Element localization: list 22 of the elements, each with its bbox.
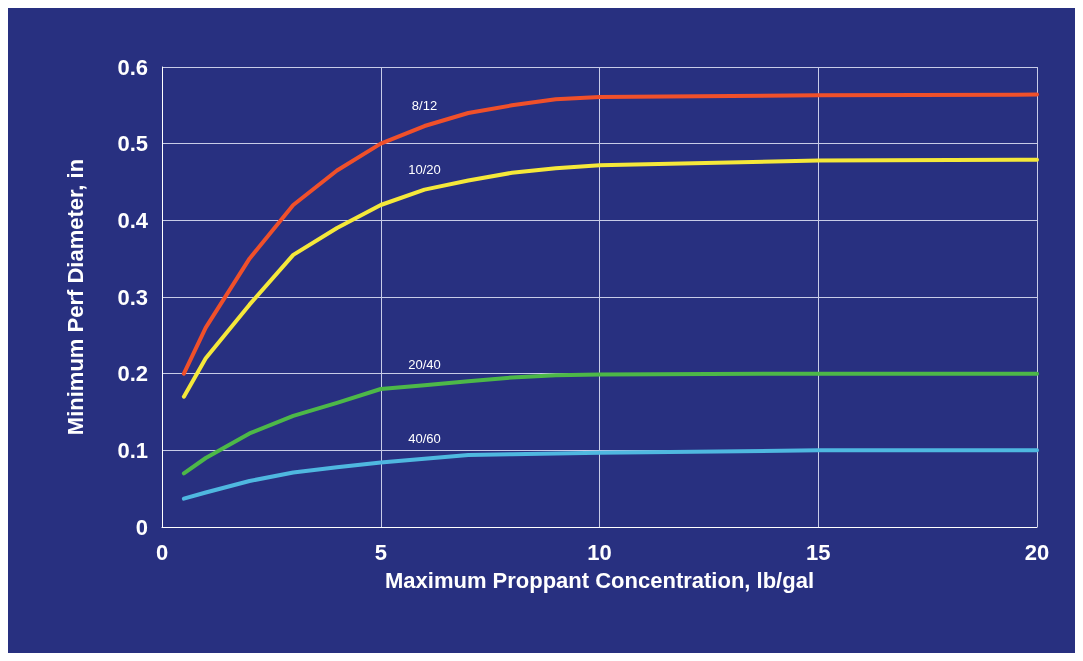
x-tick-label: 5 [374,539,387,565]
series-label: 20/40 [408,357,441,373]
y-axis-title: Minimum Perf Diameter, in [62,158,88,436]
y-tick-label: 0.4 [117,207,149,233]
line-series [181,92,1039,376]
y-tick-label: 0.5 [117,131,148,157]
x-tick-label: 0 [155,539,169,565]
line-series [181,371,1039,476]
y-tick-label: 0.6 [117,54,148,80]
y-tick-label: 0 [135,514,148,540]
x-tick-label: 20 [1024,539,1050,565]
line-series [181,157,1039,399]
x-tick-label: 10 [587,539,612,565]
series-label: 8/12 [411,98,438,114]
series-label: 10/20 [408,161,441,177]
x-axis-title: Maximum Proppant Concentration, lb/gal [384,567,815,593]
x-tick-label: 15 [806,539,831,565]
y-tick-label: 0.2 [117,361,148,387]
series-label: 40/60 [408,430,441,446]
line-series [181,448,1039,501]
y-tick-label: 0.3 [117,284,148,310]
y-tick-label: 0.1 [117,437,148,463]
